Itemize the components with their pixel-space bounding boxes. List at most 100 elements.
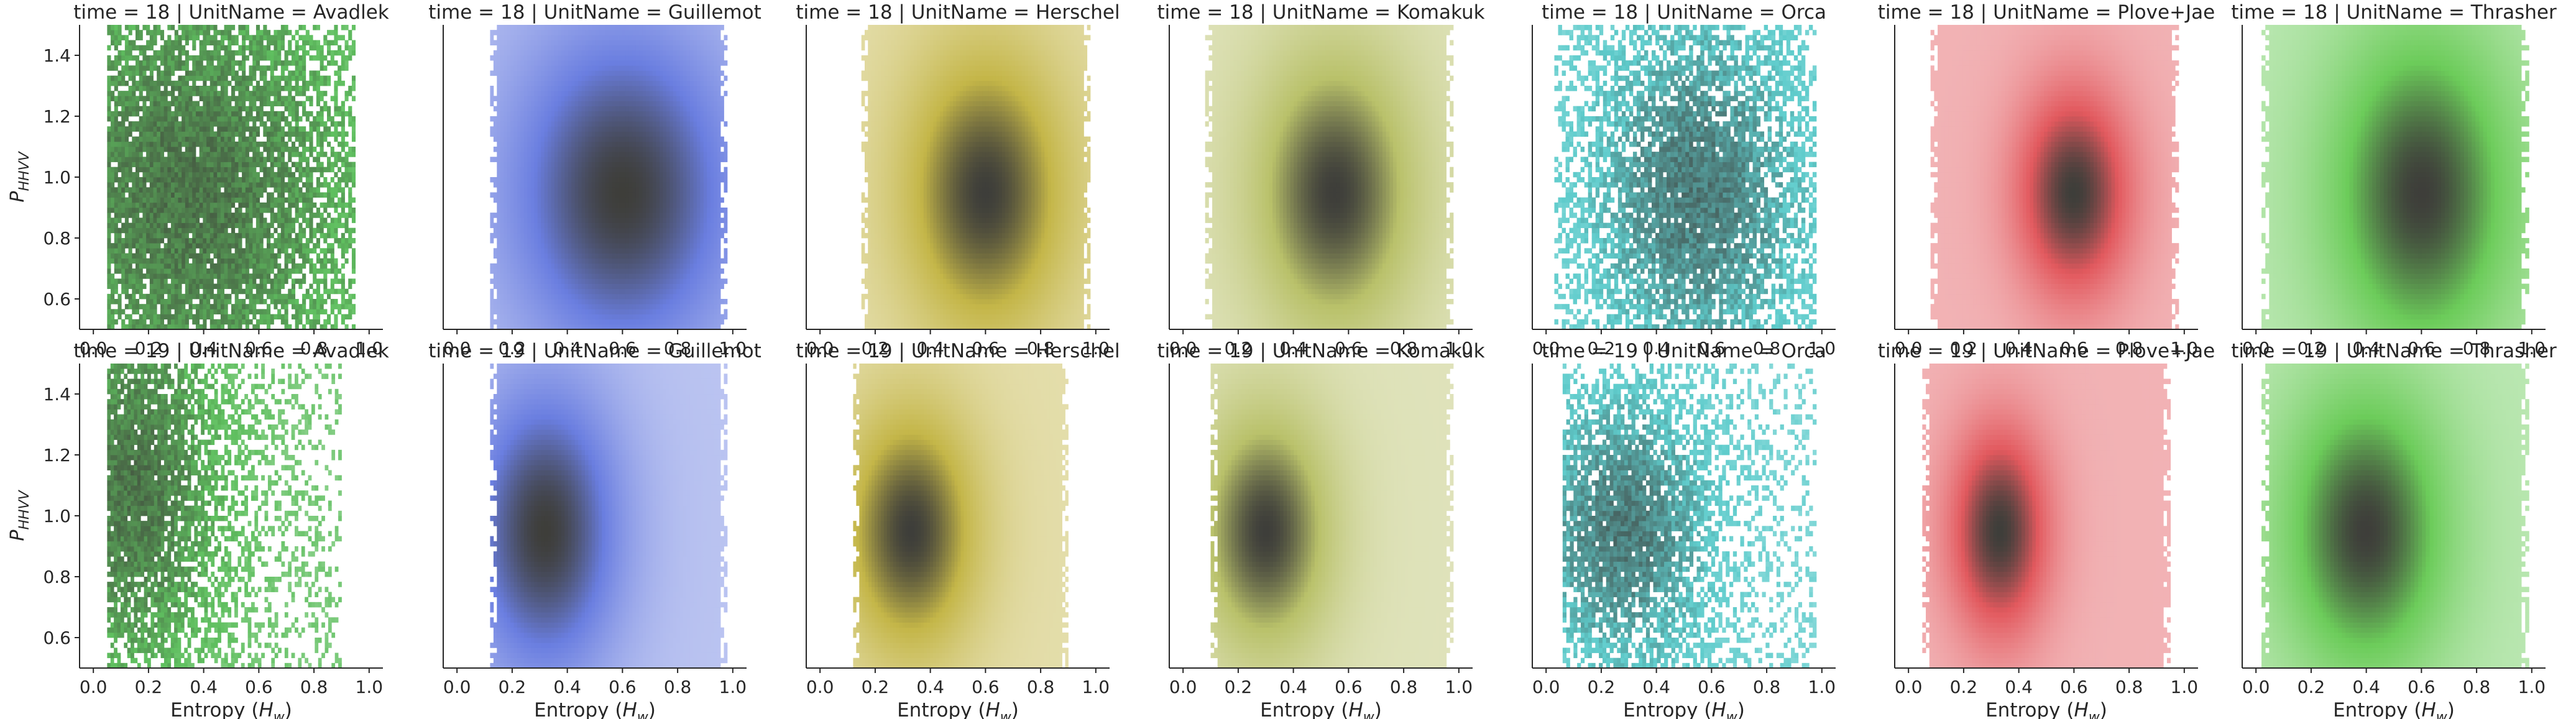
heatmap-cell xyxy=(125,162,129,168)
heatmap-cell xyxy=(142,101,146,107)
heatmap-cell xyxy=(160,71,164,76)
heatmap-cell xyxy=(150,55,154,61)
heatmap-cell xyxy=(136,157,139,162)
heatmap-cell xyxy=(136,167,139,173)
heatmap-cell xyxy=(136,152,139,157)
heatmap-cell xyxy=(136,142,139,147)
heatmap-cell xyxy=(146,55,150,61)
heatmap-cell xyxy=(139,91,143,96)
heatmap-cell xyxy=(238,187,242,193)
heatmap-cell xyxy=(142,238,146,244)
heatmap-cell xyxy=(107,314,111,320)
heatmap-cell xyxy=(224,243,228,249)
heatmap-cell xyxy=(213,248,217,254)
heatmap-cell xyxy=(192,106,196,112)
heatmap-cell xyxy=(210,248,214,254)
heatmap-cell xyxy=(150,30,154,35)
heatmap-cell xyxy=(139,208,143,213)
heatmap-cell xyxy=(167,71,171,76)
heatmap-cell xyxy=(150,259,154,264)
heatmap-cell xyxy=(189,116,193,122)
heatmap-cell xyxy=(171,278,175,284)
heatmap-cell xyxy=(200,314,203,320)
heatmap-cell xyxy=(154,304,157,309)
heatmap-cell xyxy=(206,121,210,127)
heatmap-cell xyxy=(157,121,160,127)
heatmap-cell xyxy=(171,60,175,66)
heatmap-cell xyxy=(117,243,121,249)
heatmap-cell xyxy=(111,198,114,203)
heatmap-cell xyxy=(200,106,203,112)
heatmap-cell xyxy=(146,213,150,218)
heatmap-cell xyxy=(189,289,193,295)
heatmap-cell xyxy=(146,162,150,168)
heatmap-cell xyxy=(189,309,193,314)
heatmap-cell xyxy=(224,278,228,284)
heatmap-cell xyxy=(221,35,224,40)
heatmap-cell xyxy=(200,60,203,66)
heatmap-cell xyxy=(206,142,210,147)
heatmap-cell xyxy=(238,182,242,188)
heatmap-cell xyxy=(114,233,118,239)
heatmap-cell xyxy=(203,76,206,81)
heatmap-cell xyxy=(136,182,139,188)
heatmap-cell xyxy=(210,284,214,290)
heatmap-cell xyxy=(132,187,136,193)
heatmap-cell xyxy=(146,259,150,264)
heatmap-cell xyxy=(142,233,146,239)
heatmap-cell xyxy=(175,273,178,279)
heatmap-cell xyxy=(213,268,217,274)
heatmap-cell xyxy=(238,111,242,117)
heatmap-cell xyxy=(210,198,214,203)
heatmap-cell xyxy=(175,162,178,168)
heatmap-cell xyxy=(121,309,125,314)
heatmap-cell xyxy=(221,177,224,183)
heatmap-cell xyxy=(167,228,171,234)
heatmap-cell xyxy=(238,198,242,203)
heatmap-cell xyxy=(139,289,143,295)
heatmap-cell xyxy=(154,294,157,300)
heatmap-cell xyxy=(154,111,157,117)
heatmap-cell xyxy=(182,177,185,183)
heatmap-cell xyxy=(132,71,136,76)
heatmap-cell xyxy=(171,243,175,249)
heatmap-cell xyxy=(185,76,189,81)
heatmap-cell xyxy=(157,126,160,132)
heatmap-cell xyxy=(171,65,175,71)
heatmap-cell xyxy=(129,263,132,269)
heatmap-cell xyxy=(157,177,160,183)
heatmap-cell xyxy=(221,65,224,71)
heatmap-cell xyxy=(231,111,235,117)
heatmap-cell xyxy=(117,198,121,203)
heatmap-cell xyxy=(160,233,164,239)
heatmap-cell xyxy=(182,278,185,284)
heatmap-cell xyxy=(203,96,206,101)
heatmap-cell xyxy=(125,132,129,137)
heatmap-cell xyxy=(146,263,150,269)
heatmap-cell xyxy=(213,233,217,239)
heatmap-cell xyxy=(175,157,178,162)
heatmap-cell xyxy=(150,278,154,284)
heatmap-cell xyxy=(139,132,143,137)
heatmap-cell xyxy=(217,299,221,305)
heatmap-cell xyxy=(210,126,214,132)
heatmap-cell xyxy=(146,76,150,81)
heatmap-cell xyxy=(160,152,164,157)
heatmap-cell xyxy=(231,60,235,66)
heatmap-cell xyxy=(196,162,200,168)
heatmap-cell xyxy=(121,55,125,61)
heatmap-cell xyxy=(125,268,129,274)
heatmap-cell xyxy=(213,116,217,122)
heatmap-cell xyxy=(228,101,231,107)
heatmap-cell xyxy=(157,278,160,284)
heatmap-cell xyxy=(107,147,111,152)
heatmap-cell xyxy=(171,91,175,96)
heatmap-cell xyxy=(142,177,146,183)
heatmap-cell xyxy=(228,187,231,193)
heatmap-cell xyxy=(235,116,239,122)
heatmap-cell xyxy=(178,137,182,142)
heatmap-cell xyxy=(210,263,214,269)
heatmap-cell xyxy=(117,40,121,46)
heatmap-cell xyxy=(213,223,217,229)
heatmap-cell xyxy=(196,182,200,188)
